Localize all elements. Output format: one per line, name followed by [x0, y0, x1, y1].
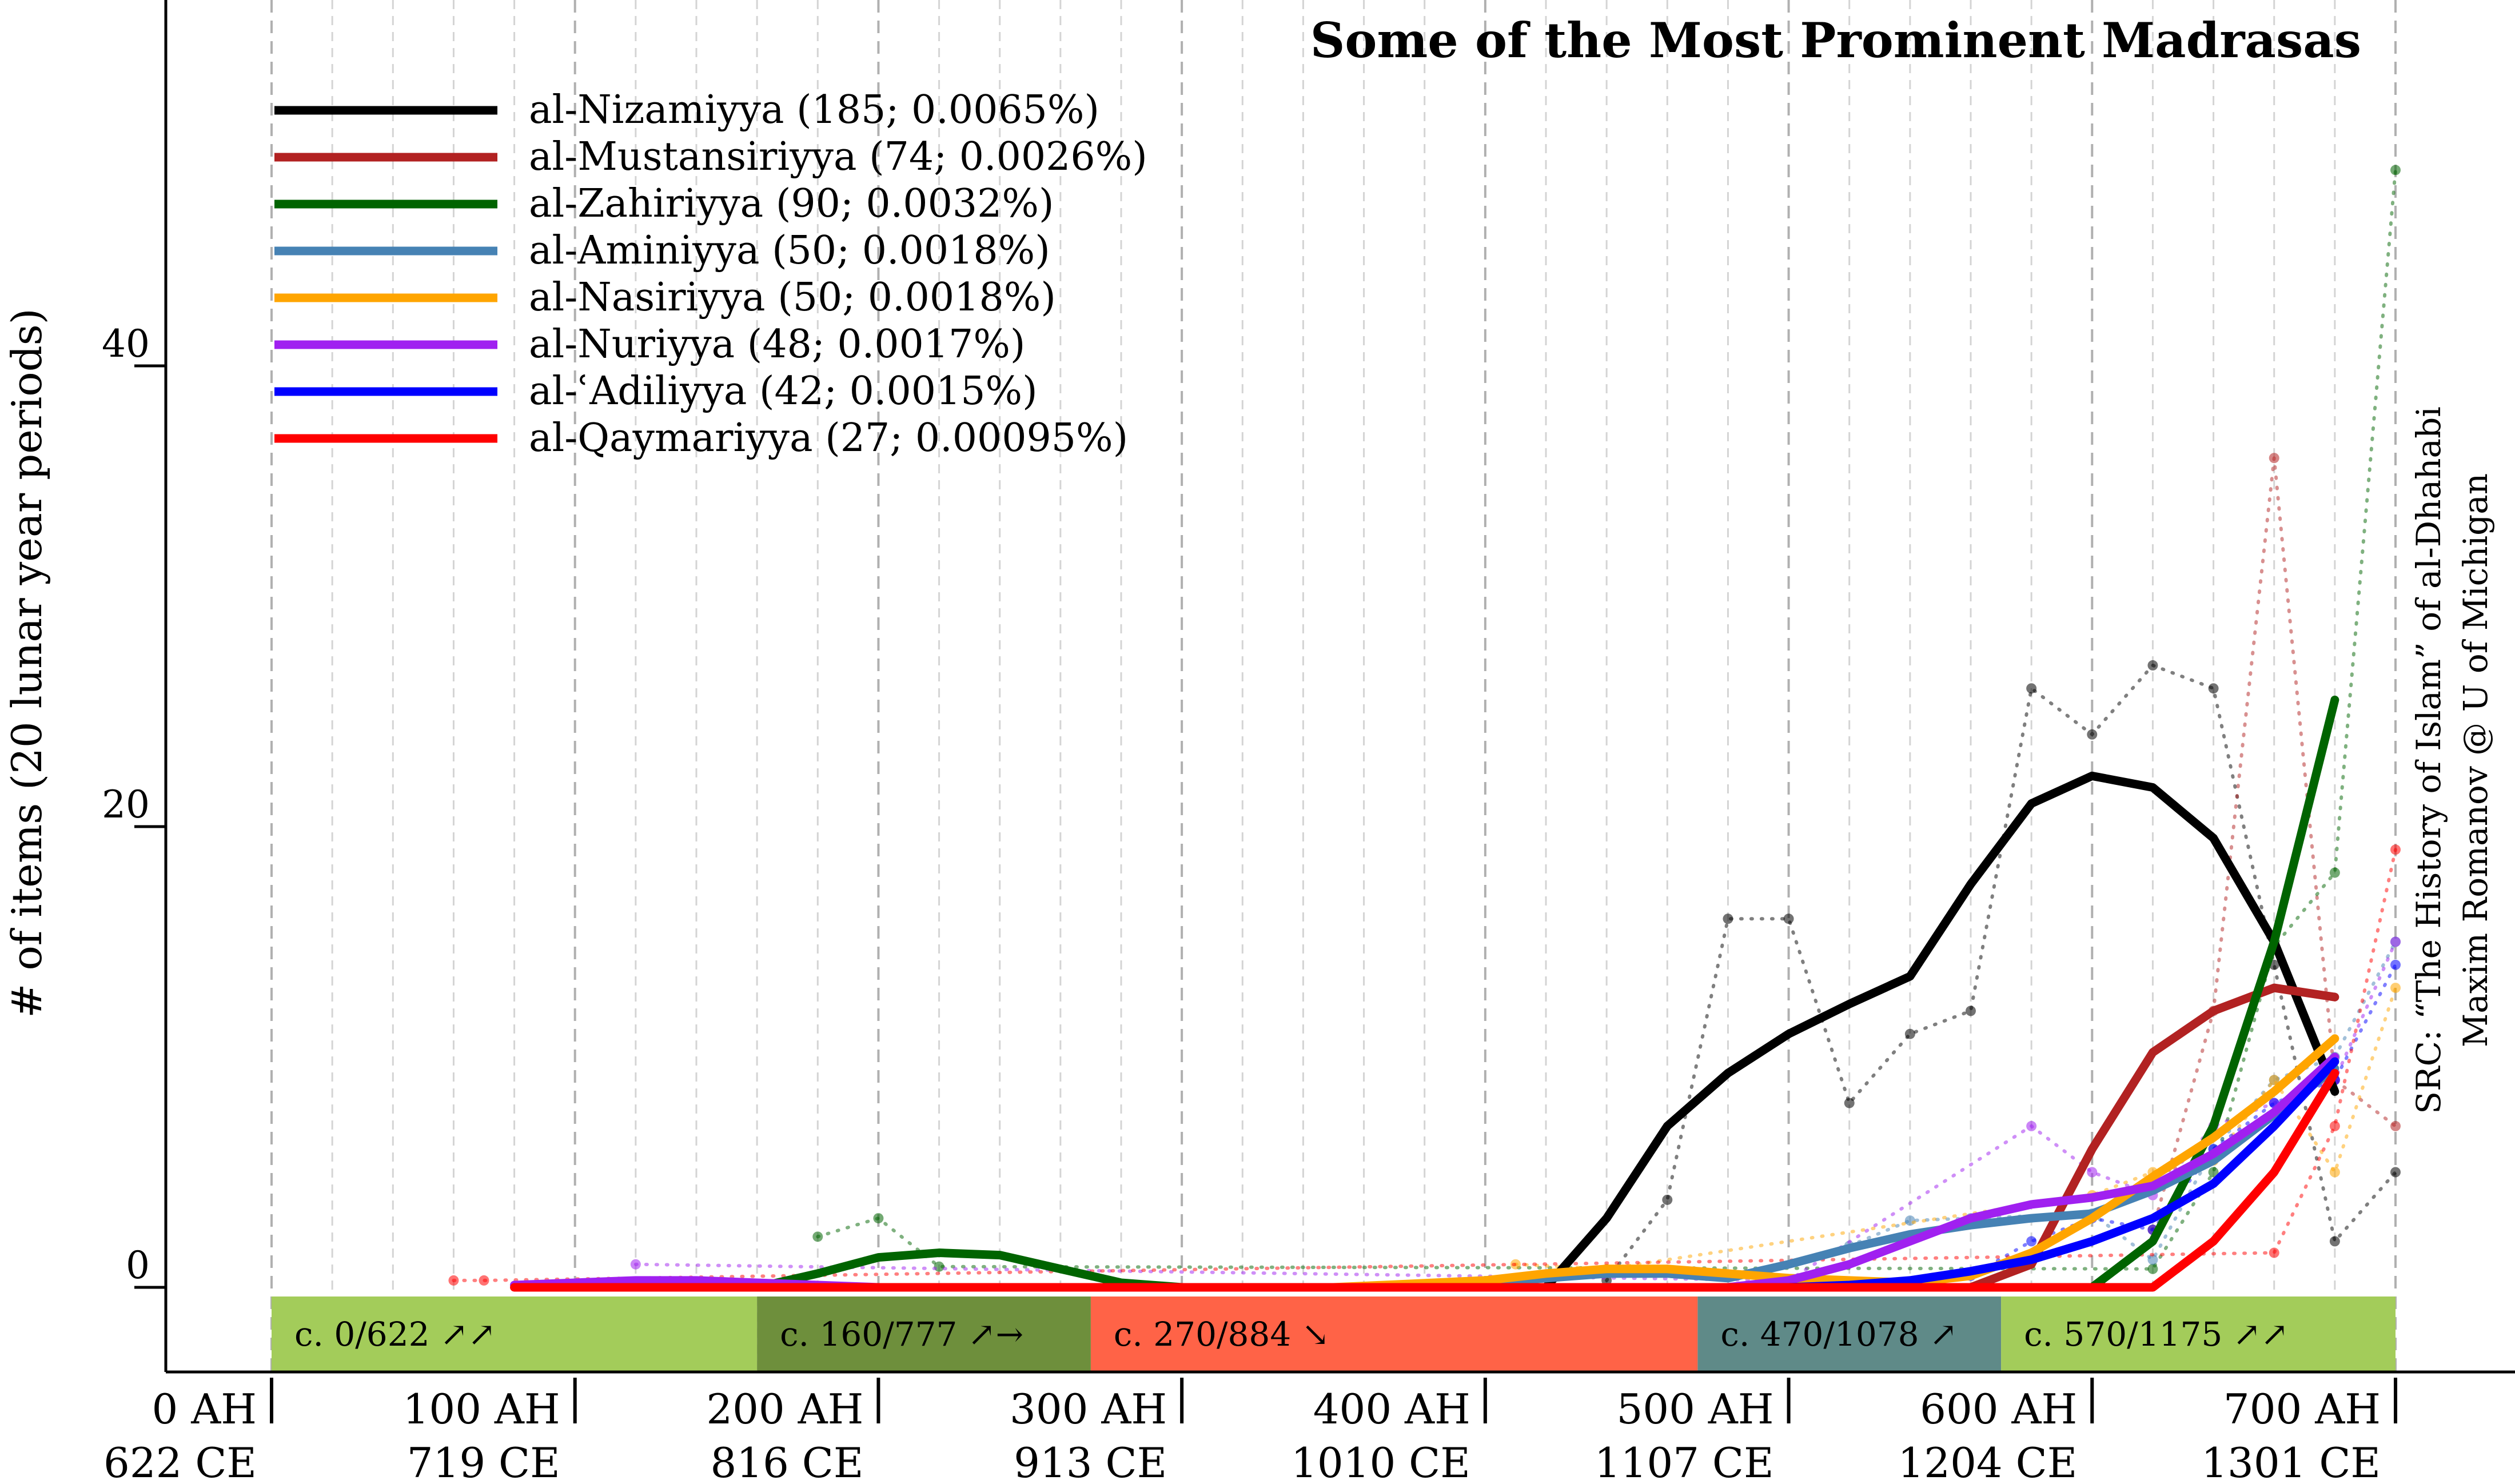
x-tick-label-ah: 300 AH	[1010, 1385, 1167, 1433]
legend-label: al-Aminiyya (50; 0.0018%)	[529, 228, 1050, 273]
x-tick-label-ah: 0 AH	[152, 1385, 257, 1433]
raw-data-point	[2390, 936, 2401, 947]
raw-data-point	[1904, 1215, 1915, 1226]
era-bands: c. 0/622 ↗↗ c. 160/777 ↗→ c. 270/884 ↘ c. 4…	[272, 1296, 2396, 1372]
era-label: c. 470/1078 ↗	[1720, 1315, 1957, 1354]
raw-data-point	[2026, 1236, 2037, 1247]
legend-label: al-ʿAdiliyya (42; 0.0015%)	[529, 369, 1038, 414]
raw-data-point	[2390, 1167, 2401, 1178]
series-line	[1966, 983, 2339, 1292]
x-tick-label-ce: 816 CE	[710, 1439, 863, 1484]
x-tick-label-ce: 1107 CE	[1595, 1439, 1774, 1484]
raw-data-point	[2390, 959, 2401, 970]
raw-data-point	[2390, 983, 2401, 994]
raw-data-point	[2208, 683, 2219, 694]
series-line	[1420, 1064, 2339, 1292]
era-label: c. 160/777 ↗→	[780, 1315, 1023, 1354]
raw-series-line	[1847, 940, 2397, 1263]
era-band	[2001, 1296, 2396, 1372]
raw-data-point	[812, 1231, 823, 1242]
raw-data-point	[479, 1275, 489, 1286]
era-label: c. 270/884 ↘	[1114, 1315, 1329, 1354]
raw-data-point	[2329, 1236, 2340, 1247]
legend: al-Nizamiyya (185; 0.0065%)al-Mustansiri…	[274, 87, 1147, 461]
legend-label: al-Nizamiyya (185; 0.0065%)	[529, 87, 1099, 133]
x-tick-label-ce: 913 CE	[1014, 1439, 1167, 1484]
raw-data-point	[2390, 844, 2401, 855]
era-band	[272, 1296, 758, 1372]
y-axis-label: # of items (20 lunar year periods)	[3, 308, 51, 1018]
y-tick-label: 20	[102, 783, 150, 827]
raw-data-point	[2390, 1120, 2401, 1131]
raw-data-point	[2026, 683, 2037, 694]
raw-data-point	[2087, 1167, 2098, 1178]
raw-data-point	[2269, 453, 2279, 464]
raw-data-point	[1966, 1006, 1976, 1016]
raw-data-point	[1662, 1194, 1673, 1205]
y-tick-label: 0	[126, 1243, 150, 1287]
legend-label: al-Nuriyya (48; 0.0017%)	[529, 322, 1025, 367]
x-tick-label-ah: 600 AH	[1920, 1385, 2077, 1433]
raw-data-point	[2329, 1167, 2340, 1178]
raw-data-point	[1904, 1028, 1915, 1039]
raw-data-point	[2147, 1254, 2158, 1265]
series-line	[1541, 771, 2339, 1292]
source-line-2: Maxim Romanov @ U of Michigan	[2456, 473, 2495, 1047]
raw-data-point	[934, 1261, 944, 1272]
raw-series-line	[1605, 663, 2397, 1282]
source-line-1: SRC: “The History of Islam” of al-Dhahab…	[2409, 406, 2448, 1114]
legend-label: al-Mustansiriyya (74; 0.0026%)	[529, 134, 1147, 179]
source-credit: SRC: “The History of Islam” of al-Dhahab…	[2409, 406, 2495, 1114]
era-band	[757, 1296, 1091, 1372]
raw-data-point	[2147, 660, 2158, 671]
raw-data-point	[1844, 1098, 1855, 1108]
raw-data-point	[2329, 867, 2340, 878]
x-tick-label-ah: 200 AH	[706, 1385, 863, 1433]
x-tick-label-ce: 1204 CE	[1898, 1439, 2078, 1484]
legend-label: al-Zahiriyya (90; 0.0032%)	[529, 181, 1054, 226]
x-tick-label-ce: 719 CE	[407, 1439, 560, 1484]
raw-data-point	[448, 1275, 459, 1286]
x-tick-label-ah: 500 AH	[1616, 1385, 1773, 1433]
series-line	[510, 1068, 2339, 1292]
raw-data-point	[2026, 1120, 2037, 1131]
raw-data-point	[2147, 1263, 2158, 1274]
x-tick-label-ah: 400 AH	[1313, 1385, 1470, 1433]
raw-data-point	[1723, 913, 1733, 924]
raw-series-line	[816, 168, 2397, 1271]
x-tick-label-ah: 700 AH	[2223, 1385, 2381, 1433]
x-tick-label-ce: 1301 CE	[2201, 1439, 2381, 1484]
raw-data-point	[2390, 165, 2401, 175]
raw-data-point	[630, 1259, 641, 1270]
raw-data-point	[2269, 1075, 2279, 1086]
era-band	[1090, 1296, 1698, 1372]
raw-data-point	[2329, 1120, 2340, 1131]
x-tick-label-ah: 100 AH	[403, 1385, 560, 1433]
legend-label: al-Nasiriyya (50; 0.0018%)	[529, 275, 1056, 320]
x-tick-label-ce: 1010 CE	[1291, 1439, 1470, 1484]
raw-data-point	[2087, 729, 2098, 740]
era-band	[1697, 1296, 2002, 1372]
raw-data-point	[2208, 1167, 2219, 1178]
raw-data-point	[1783, 913, 1794, 924]
y-tick-label: 40	[102, 322, 150, 366]
chart-title: Some of the Most Prominent Madrasas	[1310, 12, 2361, 69]
smoothed-series	[510, 695, 2339, 1292]
x-tick-label-ce: 622 CE	[103, 1439, 257, 1484]
raw-data-point	[873, 1213, 884, 1224]
era-label: c. 0/622 ↗↗	[294, 1315, 496, 1354]
raw-data-point	[2269, 1247, 2279, 1258]
series-line	[510, 1052, 2339, 1292]
era-label: c. 570/1175 ↗↗	[2024, 1315, 2289, 1354]
legend-label: al-Qaymariyya (27; 0.00095%)	[529, 416, 1128, 461]
